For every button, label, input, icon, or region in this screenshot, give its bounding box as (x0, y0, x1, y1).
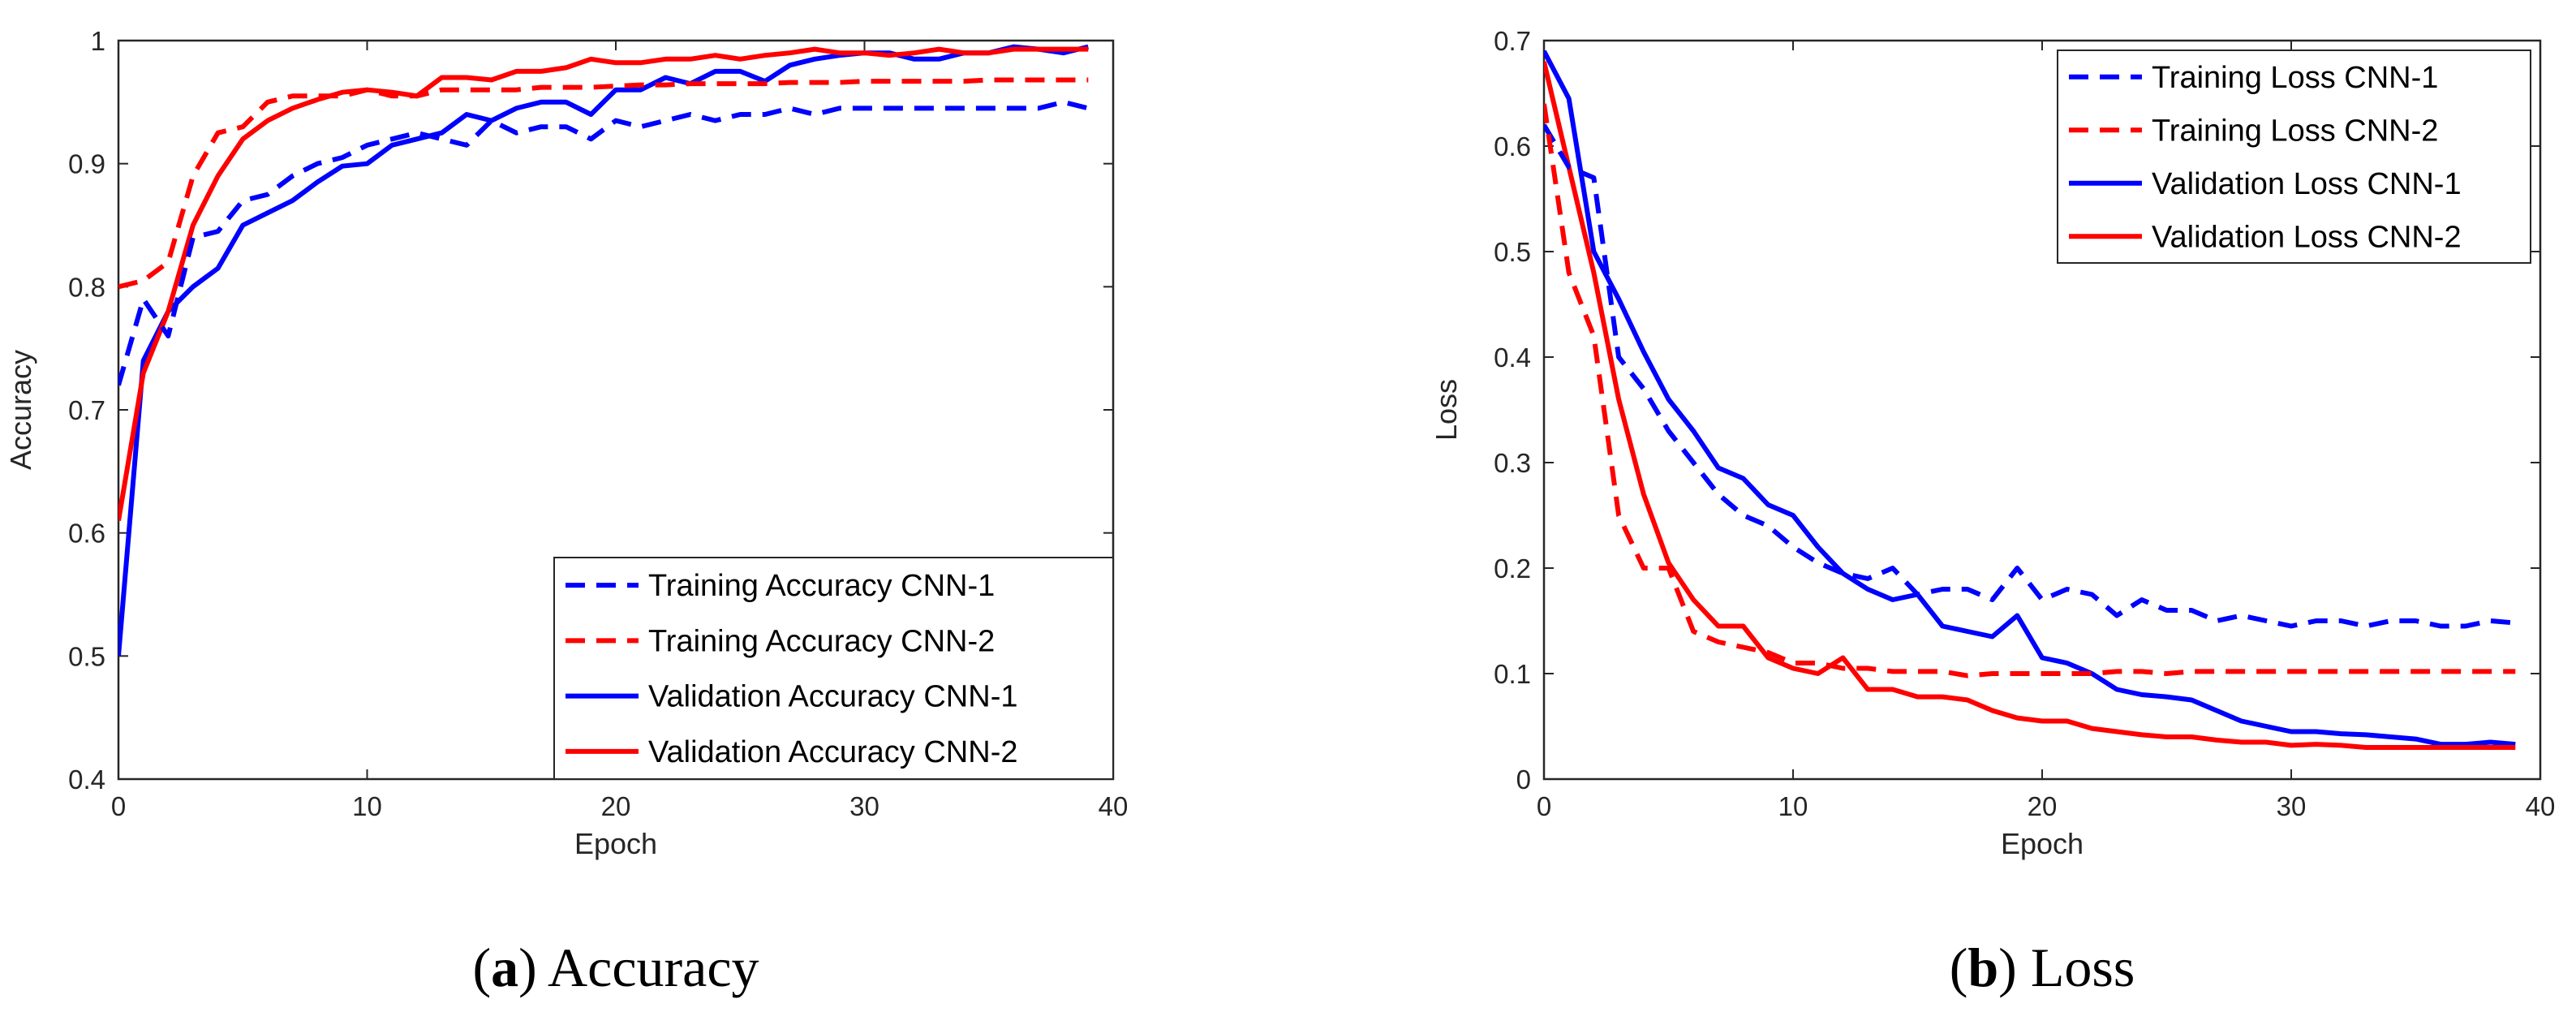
legend-label: Validation Accuracy CNN-1 (648, 680, 1017, 714)
y-axis-label: Accuracy (4, 350, 37, 470)
x-tick-label: 40 (1099, 791, 1129, 821)
legend-label: Training Accuracy CNN-2 (648, 624, 995, 658)
caption: (a) Accuracy (472, 937, 759, 998)
y-tick-label: 0.5 (1494, 237, 1531, 267)
y-tick-label: 0.2 (1494, 553, 1531, 584)
x-tick-label: 10 (1778, 791, 1808, 821)
y-tick-label: 1 (91, 26, 105, 56)
caption-close-paren: ) (518, 937, 548, 998)
x-tick-label: 40 (2526, 791, 2556, 821)
y-tick-label: 0.5 (68, 641, 105, 671)
y-tick-label: 0.7 (1494, 26, 1531, 56)
legend (553, 557, 1114, 780)
legend-label: Validation Accuracy CNN-2 (648, 735, 1017, 769)
y-tick-label: 0 (1516, 764, 1531, 795)
caption-open-paren: ( (472, 937, 491, 998)
series-line-validation-accuracy-cnn-1 (118, 44, 1090, 657)
x-tick-label: 10 (352, 791, 382, 821)
y-tick-label: 0.9 (68, 149, 105, 179)
y-tick-label: 0.4 (68, 764, 105, 795)
accuracy-panel: 0 10 20 30 40 0.4 0.5 0.6 0.7 0.8 0.9 1 Epoch Accurac… (4, 26, 1128, 998)
y-tick-label: 0.1 (1494, 659, 1531, 689)
series-line-training-accuracy-cnn-2 (118, 77, 1089, 290)
caption-close-paren: ) (1998, 937, 2031, 998)
x-tick-label: 30 (2277, 791, 2307, 821)
x-tick-label: 30 (849, 791, 879, 821)
caption-letter: b (1967, 937, 1998, 998)
caption-open-paren: ( (1950, 937, 1968, 998)
x-axis-label: Epoch (2001, 827, 2084, 860)
legend-label: Training Loss CNN-1 (2152, 61, 2438, 95)
caption-letter: a (491, 937, 518, 998)
series-line-training-accuracy-cnn-1 (118, 99, 1090, 386)
legend (2057, 50, 2531, 264)
legend-label: Validation Loss CNN-2 (2152, 220, 2462, 254)
series-line-training-loss-cnn-1 (1544, 123, 2516, 629)
loss-panel: 0 10 20 30 40 0 0.1 0.2 0.3 0.4 0.5 0.6 0.7 Epoch Loss… (1430, 26, 2555, 998)
x-tick-label: 0 (1537, 791, 1551, 821)
x-tick-label: 20 (601, 791, 631, 821)
y-tick-label: 0.6 (1494, 131, 1531, 162)
y-tick-label: 0.6 (68, 519, 105, 549)
x-tick-label: 20 (2028, 791, 2058, 821)
y-tick-label: 0.7 (68, 395, 105, 425)
y-axis-label: Loss (1430, 379, 1463, 441)
y-tick-label: 0.4 (1494, 342, 1531, 373)
series-line-validation-accuracy-cnn-2 (118, 46, 1089, 521)
legend-label: Validation Loss CNN-1 (2152, 167, 2462, 201)
y-tick-label: 0.8 (68, 272, 105, 302)
x-tick-label: 0 (111, 791, 126, 821)
x-axis-label: Epoch (574, 827, 657, 860)
series-line-validation-loss-cnn-1 (1544, 50, 2516, 747)
caption: (b) Loss (1950, 937, 2135, 998)
series-line-validation-loss-cnn-2 (1544, 61, 2516, 750)
series-line-training-loss-cnn-2 (1544, 103, 2516, 678)
legend-label: Training Loss CNN-2 (2152, 114, 2438, 148)
y-tick-label: 0.3 (1494, 448, 1531, 478)
legend-label: Training Accuracy CNN-1 (648, 569, 995, 603)
caption-text: Loss (2031, 937, 2135, 998)
caption-text: Accuracy (548, 937, 759, 998)
